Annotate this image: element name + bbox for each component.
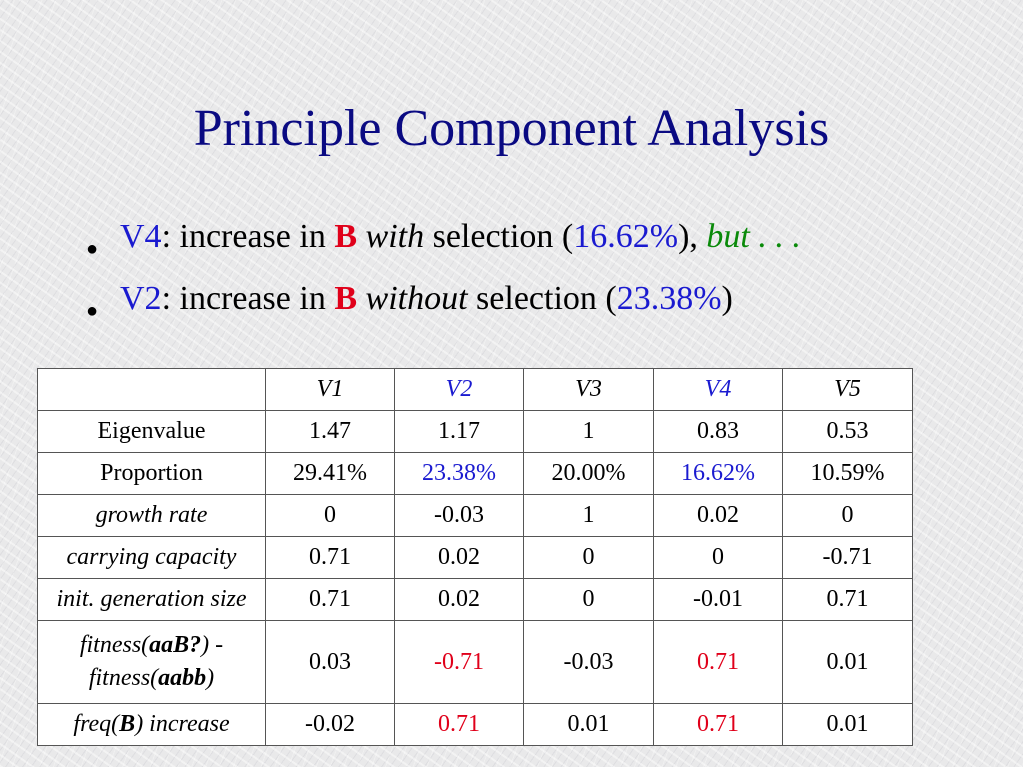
bullet-percent: 16.62% — [573, 218, 679, 255]
row-label: freq(B) increase — [37, 703, 266, 746]
table-row-carrying-capacity: carrying capacity 0.71 0.02 0 0 -0.71 — [37, 536, 913, 579]
table-row-fitness-difference: fitness(aaB?) - fitness(aabb) 0.03 -0.71 … — [37, 620, 913, 704]
bullet-italic: with — [365, 218, 425, 255]
header-cell-v1: V1 — [265, 368, 395, 411]
row-label-part: ) increase — [135, 711, 230, 737]
row-label: Eigenvalue — [37, 410, 266, 453]
table-cell: 1.17 — [394, 410, 524, 453]
table-row-growth-rate: growth rate 0 -0.03 1 0.02 0 — [37, 494, 913, 537]
table-header-row: V1 V2 V3 V4 V5 — [37, 368, 913, 411]
row-label-bold: B — [119, 711, 136, 737]
row-label-bold: aaB? — [149, 632, 202, 658]
table-cell-highlight: 23.38% — [394, 452, 524, 495]
bullet-dot-icon: ● — [86, 300, 99, 322]
table-cell-highlight: 0.71 — [394, 703, 524, 746]
header-cell-empty — [37, 368, 266, 411]
table-cell: -0.71 — [782, 536, 913, 579]
table-cell: 0.02 — [394, 578, 524, 621]
table-cell: 0.71 — [265, 536, 395, 579]
table-cell: 0 — [523, 578, 654, 621]
table-cell: 20.00% — [523, 452, 654, 495]
row-label: growth rate — [37, 494, 266, 537]
table-cell: -0.02 — [265, 703, 395, 746]
bullet-bold-b: B — [334, 280, 358, 317]
table-row-proportion: Proportion 29.41% 23.38% 20.00% 16.62% 1… — [37, 452, 913, 495]
table-row-eigenvalue: Eigenvalue 1.47 1.17 1 0.83 0.53 — [37, 410, 913, 453]
bullet-text: V4: increase in B with selection (16.62%… — [120, 214, 801, 260]
bullet-space — [357, 218, 366, 255]
row-label-part: fitness( — [79, 632, 150, 658]
bullet-dot-icon: ● — [86, 238, 99, 260]
table-cell: -0.03 — [394, 494, 524, 537]
bullet-var: V4 — [120, 218, 162, 255]
table-cell: 0 — [265, 494, 395, 537]
table-cell-highlight: 0.71 — [653, 620, 783, 704]
table-cell: 0 — [782, 494, 913, 537]
table-cell-highlight: -0.71 — [394, 620, 524, 704]
table-cell: 29.41% — [265, 452, 395, 495]
table-cell: 0.03 — [265, 620, 395, 704]
table-cell: 0 — [523, 536, 654, 579]
table-cell: 0.01 — [782, 703, 913, 746]
bullet-text: V2: increase in B without selection (23.… — [120, 276, 733, 322]
table-cell: 0.71 — [782, 578, 913, 621]
bullet-text-part: : increase in — [161, 218, 335, 255]
bullet-percent: 23.38% — [616, 280, 722, 317]
row-label: init. generation size — [37, 578, 266, 621]
bullet-tail: but . . . — [706, 218, 801, 255]
table-row-init-generation-size: init. generation size 0.71 0.02 0 -0.01 … — [37, 578, 913, 621]
bullet-bold-b: B — [334, 218, 358, 255]
table-cell: 0.02 — [653, 494, 783, 537]
row-label: fitness(aaB?) - fitness(aabb) — [37, 620, 266, 704]
bullet-text-part: ) — [721, 280, 733, 317]
table-cell: 0.01 — [523, 703, 654, 746]
table-cell: 0 — [653, 536, 783, 579]
table-cell: 1 — [523, 494, 654, 537]
row-label-part: ) — [206, 665, 215, 691]
pca-table: V1 V2 V3 V4 V5 Eigenvalue 1.47 1.17 1 0.… — [37, 368, 913, 746]
table-cell-highlight: 16.62% — [653, 452, 783, 495]
table-cell: -0.01 — [653, 578, 783, 621]
header-cell-v3: V3 — [523, 368, 654, 411]
row-label: carrying capacity — [37, 536, 266, 579]
bullet-text-part: : increase in — [161, 280, 335, 317]
table-cell: 1 — [523, 410, 654, 453]
table-cell-highlight: 0.71 — [653, 703, 783, 746]
table-cell: 1.47 — [265, 410, 395, 453]
header-cell-v5: V5 — [782, 368, 913, 411]
bullet-text-part: ), — [678, 218, 707, 255]
row-label: Proportion — [37, 452, 266, 495]
table-cell: -0.03 — [523, 620, 654, 704]
slide-title: Principle Component Analysis — [193, 100, 830, 157]
row-label-part: fitness( — [88, 665, 159, 691]
row-label-part: ) - — [201, 632, 224, 658]
row-label-bold: aabb — [158, 665, 207, 691]
table-cell: 10.59% — [782, 452, 913, 495]
table-cell: 0.83 — [653, 410, 783, 453]
table-row-freq-b-increase: freq(B) increase -0.02 0.71 0.01 0.71 0.… — [37, 703, 913, 746]
table-cell: 0.71 — [265, 578, 395, 621]
bullet-italic: without — [365, 280, 468, 317]
table-cell: 0.53 — [782, 410, 913, 453]
bullet-text-part: selection ( — [467, 280, 617, 317]
header-cell-v4: V4 — [653, 368, 783, 411]
table-cell: 0.02 — [394, 536, 524, 579]
bullet-space — [357, 280, 366, 317]
row-label-part: freq( — [73, 711, 120, 737]
table-cell: 0.01 — [782, 620, 913, 704]
header-cell-v2: V2 — [394, 368, 524, 411]
bullet-text-part: selection ( — [424, 218, 574, 255]
bullet-var: V2 — [120, 280, 162, 317]
